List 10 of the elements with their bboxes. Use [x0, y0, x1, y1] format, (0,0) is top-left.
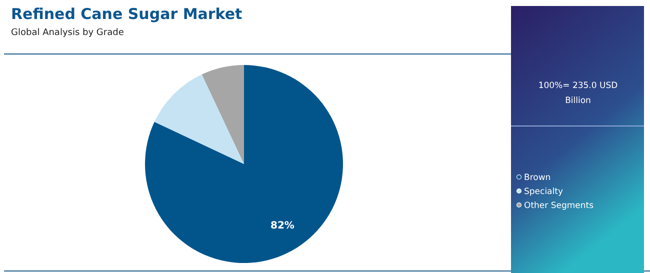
pie-slice: [154, 74, 244, 164]
legend-label: Other Segments: [524, 201, 594, 211]
text: Global Analysis by Grade: [11, 28, 124, 38]
data-label: 82%: [270, 220, 294, 232]
legend-label: Specialty: [524, 187, 563, 197]
pie-slice: [145, 65, 343, 263]
legend-label: Brown: [524, 173, 551, 183]
pie-slice: [202, 65, 244, 164]
chart-title: Refined Cane Sugar Market: [11, 5, 242, 23]
text: 100%= 235.0 USD Billion: [538, 81, 618, 106]
